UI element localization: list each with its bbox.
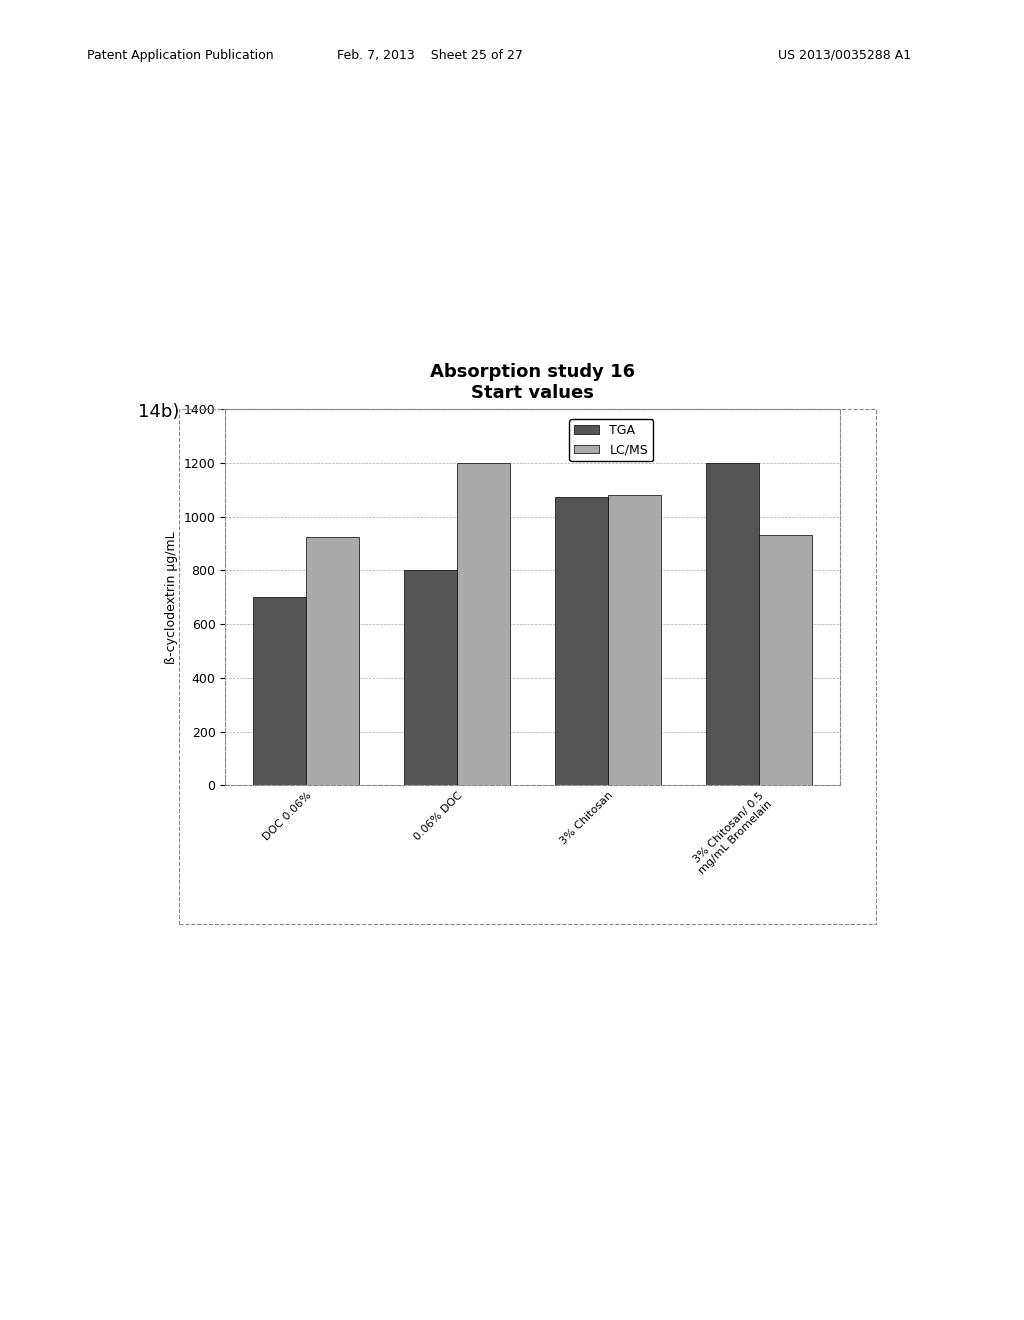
Text: US 2013/0035288 A1: US 2013/0035288 A1 <box>778 49 911 62</box>
Bar <box>457 463 510 785</box>
Text: Feb. 7, 2013    Sheet 25 of 27: Feb. 7, 2013 Sheet 25 of 27 <box>337 49 523 62</box>
Bar <box>707 463 759 785</box>
Bar <box>555 496 608 785</box>
Bar <box>306 537 358 785</box>
Bar <box>759 536 812 785</box>
Bar <box>253 597 306 785</box>
Y-axis label: ß-cyclodextrin µg/mL: ß-cyclodextrin µg/mL <box>165 531 178 664</box>
Bar <box>404 570 457 785</box>
Text: 14b): 14b) <box>138 403 179 421</box>
Bar <box>608 495 660 785</box>
Title: Absorption study 16
Start values: Absorption study 16 Start values <box>430 363 635 403</box>
Text: Patent Application Publication: Patent Application Publication <box>87 49 273 62</box>
Legend: TGA, LC/MS: TGA, LC/MS <box>569 420 653 462</box>
